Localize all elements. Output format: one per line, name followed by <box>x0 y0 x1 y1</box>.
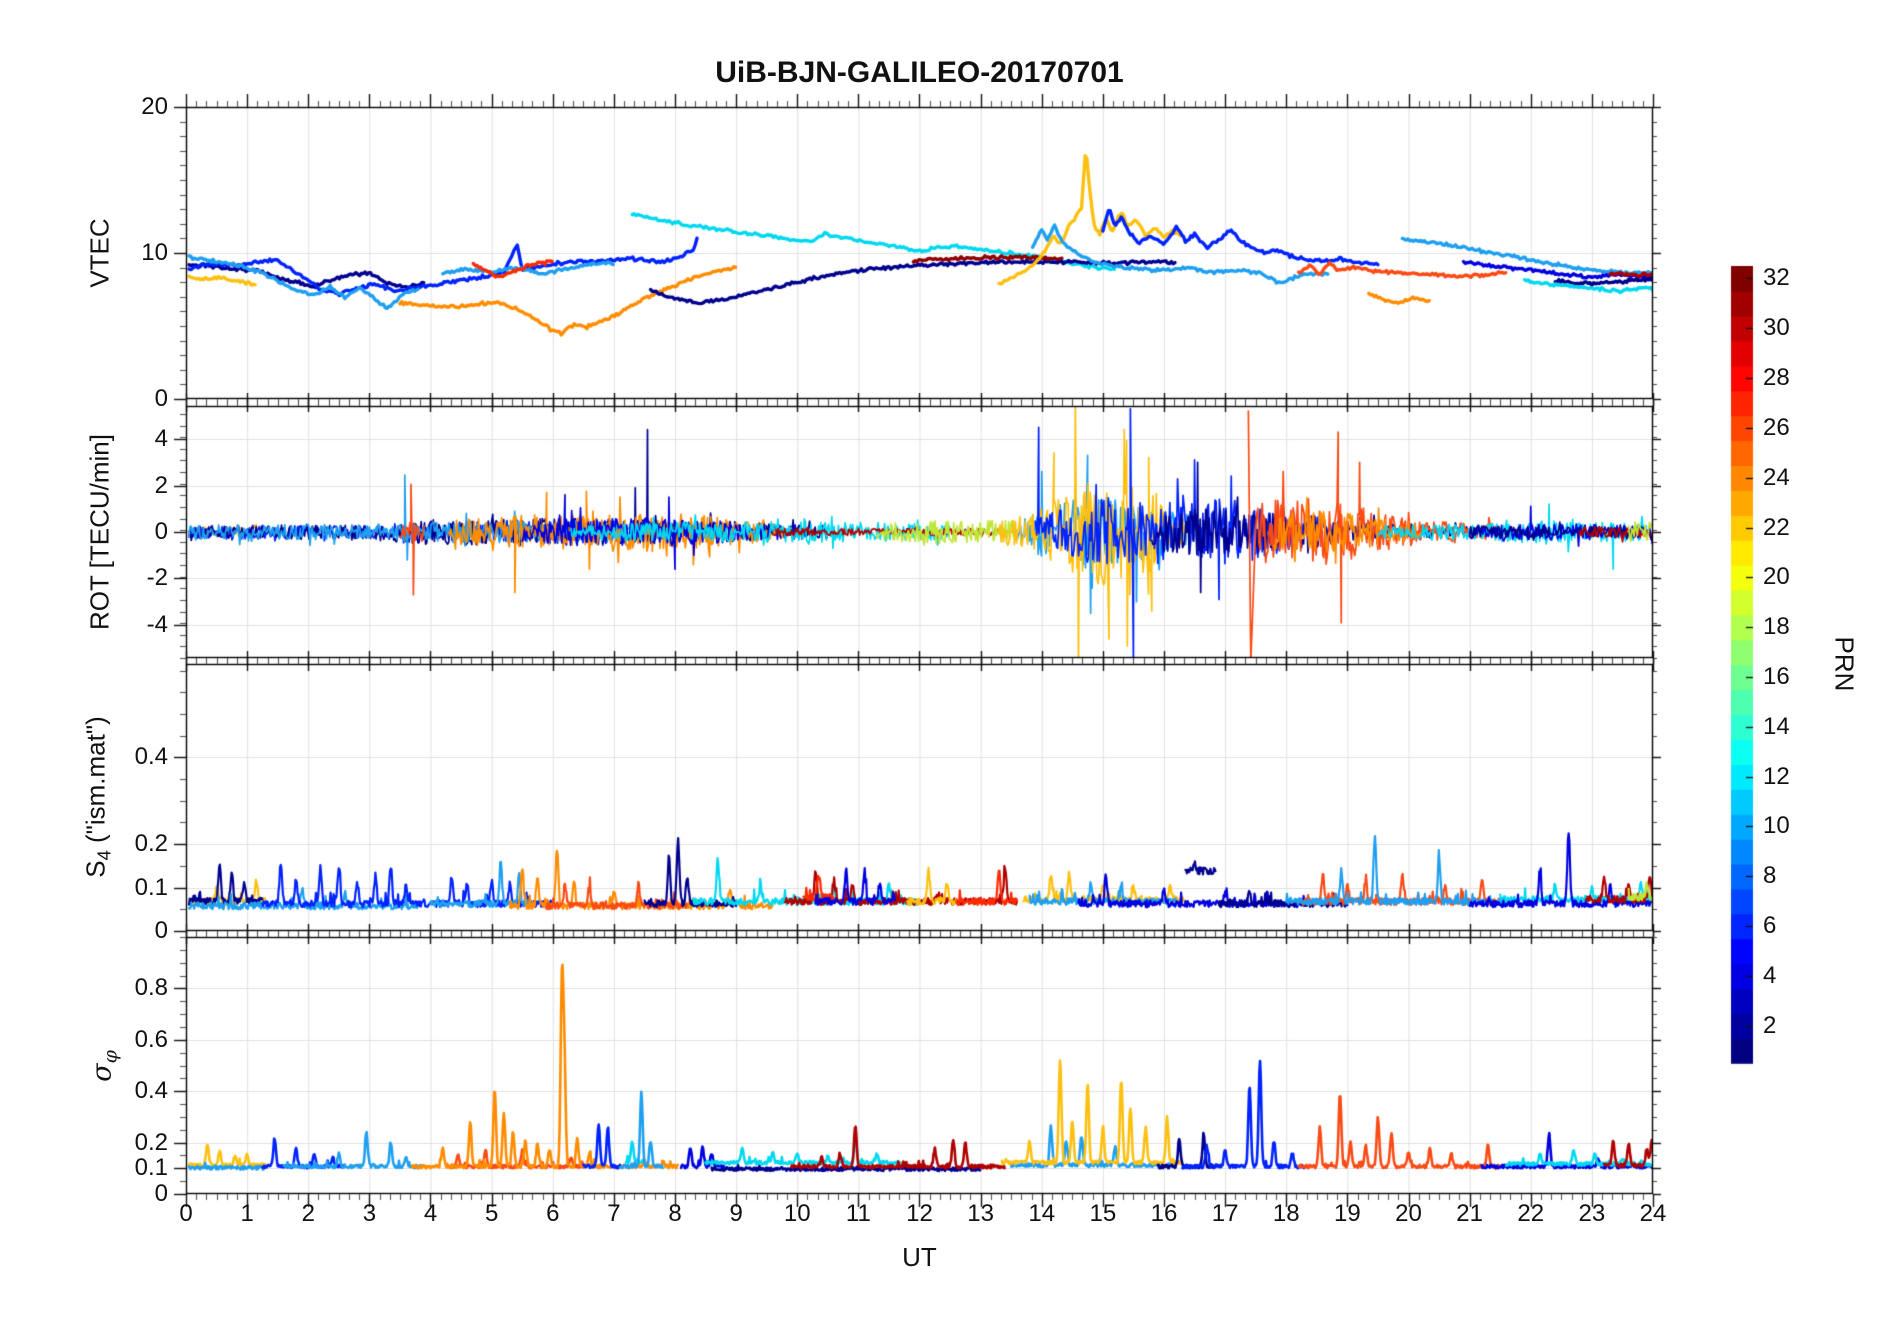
x-tick-label: 9 <box>729 1200 743 1227</box>
colorbar-tick-label: 12 <box>1763 762 1790 790</box>
colorbar-tick-label: 30 <box>1763 313 1790 341</box>
y-tick-label: 0.8 <box>134 973 168 1001</box>
y-tick-label: -4 <box>146 610 168 638</box>
y-tick-label: 20 <box>141 92 168 120</box>
x-tick-label: 14 <box>1028 1200 1056 1227</box>
colorbar-tick-label: 18 <box>1763 612 1790 640</box>
x-tick-label: 7 <box>607 1200 621 1227</box>
colorbar-tick-label: 26 <box>1763 413 1790 441</box>
x-tick-label: 15 <box>1089 1200 1117 1227</box>
x-tick-label: 12 <box>906 1200 933 1227</box>
x-tick-label: 24 <box>1639 1200 1667 1227</box>
colorbar-tick-label: 2 <box>1763 1011 1777 1039</box>
y-tick-label: 0.1 <box>134 873 168 901</box>
colorbar-tick-label: 10 <box>1763 811 1790 839</box>
y-tick-label: 10 <box>141 238 168 266</box>
colorbar-tick-label: 20 <box>1763 562 1790 590</box>
colorbar-tick-label: 28 <box>1763 363 1790 391</box>
y-tick-label: 2 <box>154 471 168 499</box>
x-tick-label: 6 <box>546 1200 560 1227</box>
chart-title: UiB-BJN-GALILEO-20170701 <box>715 56 1124 89</box>
y-tick-label: 0 <box>154 916 168 944</box>
x-tick-label: 23 <box>1578 1200 1606 1227</box>
x-tick-label: 0 <box>179 1200 193 1227</box>
colorbar-label: PRN <box>1829 636 1860 692</box>
x-tick-label: 4 <box>423 1200 438 1227</box>
colorbar-tick-label: 4 <box>1763 961 1777 989</box>
colorbar-tick-label: 8 <box>1763 861 1777 889</box>
x-tick-label: 13 <box>967 1200 994 1227</box>
x-tick-label: 2 <box>301 1200 315 1227</box>
x-tick-label: 11 <box>845 1200 871 1227</box>
colorbar-tick-label: 16 <box>1763 662 1790 690</box>
y-tick-label: 0.1 <box>134 1153 168 1181</box>
x-tick-label: 20 <box>1395 1200 1422 1227</box>
x-tick-label: 17 <box>1211 1200 1239 1227</box>
y-tick-label: 0.6 <box>134 1025 168 1053</box>
y-tick-label: 0.4 <box>134 742 168 770</box>
colorbar-tick-label: 14 <box>1763 712 1790 740</box>
y-tick-label: 0.2 <box>134 829 168 857</box>
y-tick-label: -2 <box>146 563 168 591</box>
x-axis-label: UT <box>902 1242 937 1272</box>
y-tick-label: 4 <box>154 424 168 452</box>
x-tick-label: 8 <box>668 1200 682 1227</box>
y-tick-label: 0 <box>154 384 168 412</box>
x-tick-label: 10 <box>783 1200 811 1227</box>
colorbar-tick-label: 6 <box>1763 911 1777 939</box>
x-tick-label: 22 <box>1517 1200 1545 1227</box>
y-tick-label: 0 <box>154 517 168 545</box>
colorbar-tick-label: 22 <box>1763 513 1790 541</box>
x-tick-label: 21 <box>1456 1200 1483 1227</box>
x-tick-label: 16 <box>1150 1200 1178 1227</box>
x-tick-label: 5 <box>484 1200 499 1227</box>
x-tick-label: 3 <box>362 1200 377 1227</box>
y-tick-label: 0.4 <box>134 1076 168 1104</box>
colorbar-tick-label: 24 <box>1763 463 1790 491</box>
x-tick-label: 18 <box>1272 1200 1300 1227</box>
x-tick-label: 19 <box>1334 1200 1361 1227</box>
colorbar-tick-label: 32 <box>1763 263 1790 291</box>
y-tick-label: 0.2 <box>134 1128 168 1156</box>
y-tick-label: 0 <box>154 1179 168 1207</box>
x-tick-label: 1 <box>240 1200 254 1227</box>
